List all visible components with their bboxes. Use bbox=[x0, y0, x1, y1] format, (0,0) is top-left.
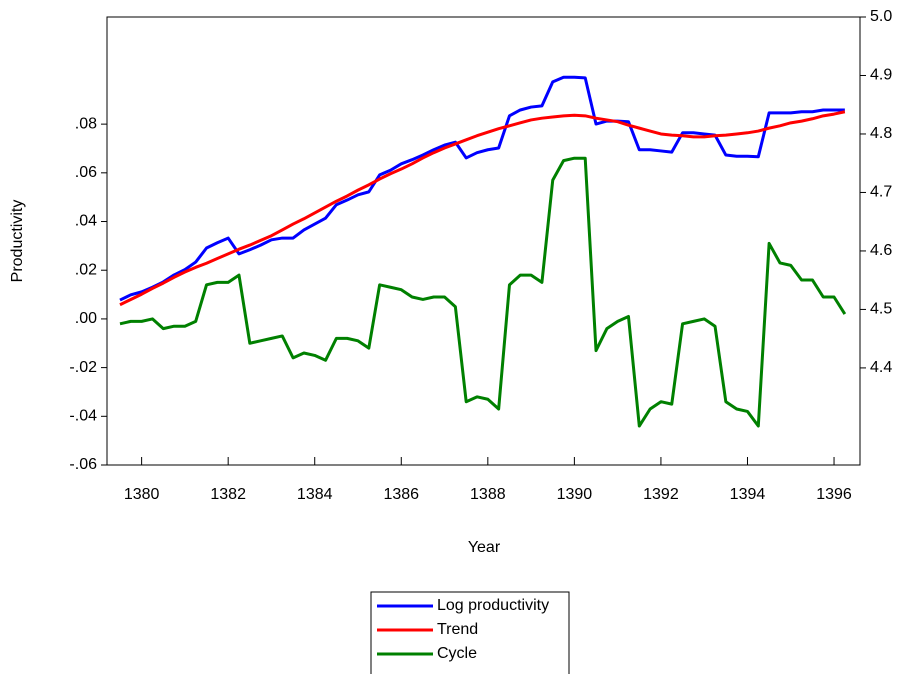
series-line bbox=[119, 110, 846, 307]
x-tick-label: 1394 bbox=[730, 486, 766, 503]
plot-frame bbox=[106, 16, 861, 466]
y2-tick-label: 5.0 bbox=[870, 8, 892, 25]
y-tick-label: .00 bbox=[75, 310, 97, 327]
x-tick-label: 1392 bbox=[643, 486, 679, 503]
y-tick-label: -.06 bbox=[69, 456, 97, 473]
y-tick-label: .08 bbox=[75, 115, 97, 132]
legend-label: Cycle bbox=[437, 645, 477, 662]
x-axis-label: Year bbox=[468, 539, 501, 556]
series-line bbox=[119, 75, 845, 302]
y-tick-label: .04 bbox=[75, 213, 97, 230]
x-tick-label: 1382 bbox=[210, 486, 246, 503]
y-tick-label: -.04 bbox=[69, 408, 97, 425]
x-tick-label: 1384 bbox=[297, 486, 333, 503]
x-tick-label: 1388 bbox=[470, 486, 506, 503]
y2-tick-label: 4.9 bbox=[870, 67, 892, 84]
y2-tick-label: 4.7 bbox=[870, 184, 892, 201]
y2-tick-label: 4.4 bbox=[870, 359, 892, 376]
y2-tick-label: 4.8 bbox=[870, 125, 892, 142]
y-axis-label: Productivity bbox=[9, 200, 26, 283]
x-tick-label: 1386 bbox=[383, 486, 419, 503]
y-tick-label: -.02 bbox=[69, 359, 97, 376]
legend-label: Trend bbox=[437, 621, 478, 638]
series-line bbox=[119, 156, 847, 428]
y2-tick-label: 4.5 bbox=[870, 301, 892, 318]
x-tick-label: 1380 bbox=[124, 486, 160, 503]
x-tick-label: 1390 bbox=[557, 486, 593, 503]
y-tick-label: .02 bbox=[75, 261, 97, 278]
y-tick-label: .06 bbox=[75, 164, 97, 181]
y2-tick-label: 4.6 bbox=[870, 242, 892, 259]
legend-label: Log productivity bbox=[437, 597, 549, 614]
x-tick-label: 1396 bbox=[816, 486, 852, 503]
